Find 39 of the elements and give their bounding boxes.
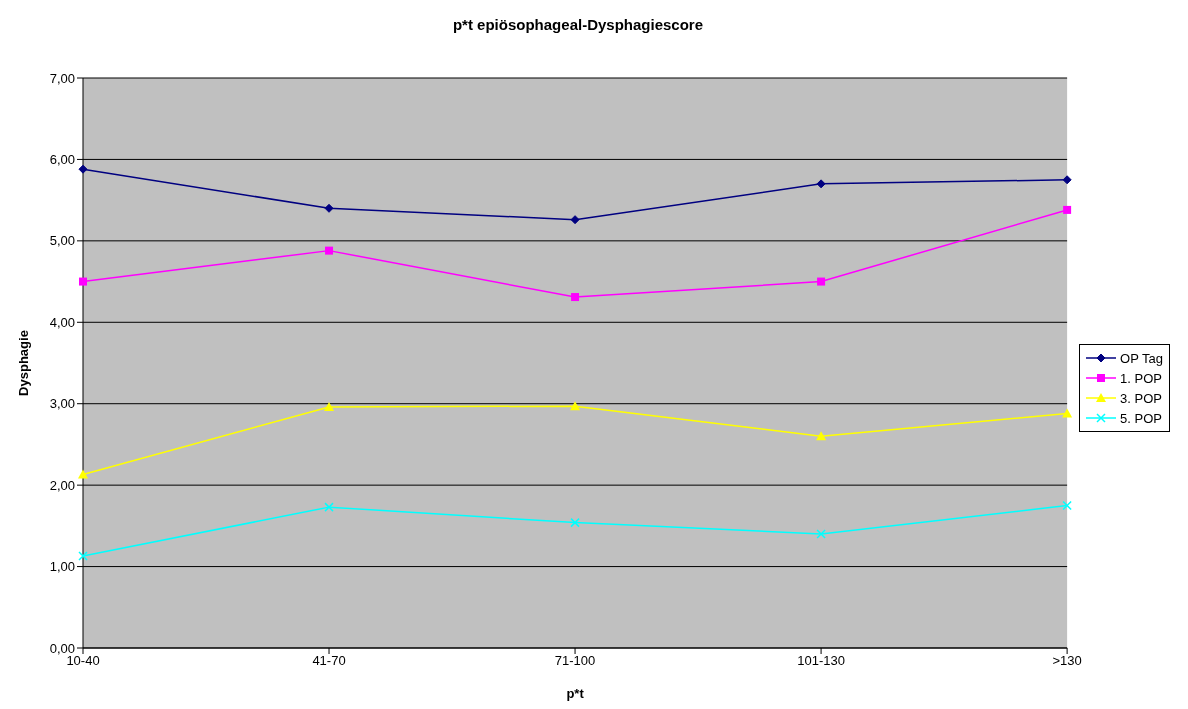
point: [324, 203, 334, 213]
legend-label: 5. POP: [1120, 410, 1163, 426]
point: [1062, 175, 1072, 185]
legend-label: 3. POP: [1120, 390, 1163, 406]
x-axis-title: p*t: [566, 686, 585, 701]
point: [571, 293, 580, 302]
point: [324, 502, 334, 512]
point: [1062, 500, 1072, 511]
point: [79, 277, 87, 286]
point: [324, 401, 335, 411]
point: [1063, 205, 1072, 214]
point: [78, 551, 88, 561]
y-tick-label: 5,00: [49, 233, 75, 249]
chart-title: p*t epiösophageal-Dysphagiescore: [451, 15, 705, 35]
y-tick-label: 7,00: [49, 70, 75, 86]
y-tick-label: 1,00: [49, 559, 75, 575]
y-tick-label: 6,00: [49, 152, 75, 168]
point: [816, 529, 826, 539]
point: [78, 469, 88, 479]
point: [325, 246, 334, 255]
point: [816, 431, 827, 441]
point: [816, 179, 826, 189]
x-tick-label: >130: [1052, 653, 1082, 669]
point: [570, 517, 580, 528]
point: [817, 277, 826, 286]
x-tick-label: 41-70: [312, 653, 346, 669]
y-tick-label: 4,00: [49, 314, 75, 330]
y-axis-title: Dysphagie: [15, 330, 31, 396]
legend-label: 1. POP: [1120, 370, 1163, 386]
x-tick-label: 10-40: [66, 653, 100, 669]
y-tick-label: 2,00: [49, 477, 75, 493]
y-tick-label: 0,00: [49, 640, 75, 656]
x-tick-label: 101-130: [797, 653, 845, 669]
y-tick-label: 3,00: [49, 396, 75, 412]
point: [570, 401, 581, 411]
legend-label: OP Tag: [1120, 350, 1163, 366]
point: [78, 164, 88, 174]
x-tick-label: 71-100: [554, 653, 596, 669]
point: [570, 215, 580, 225]
